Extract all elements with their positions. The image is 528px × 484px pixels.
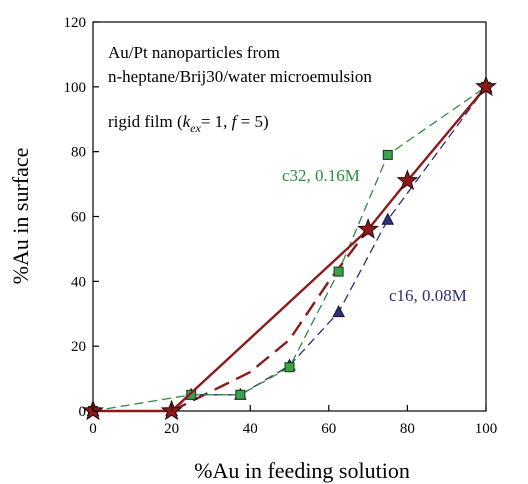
series-label-c32: c32, 0.16M bbox=[282, 166, 360, 185]
y-tick-label: 100 bbox=[64, 80, 87, 96]
data-point-square bbox=[382, 149, 393, 160]
k-value: = 1, bbox=[201, 112, 232, 131]
annotation-film-params: rigid film (kex= 1, f = 5) bbox=[108, 112, 269, 135]
y-tick-label: 120 bbox=[64, 15, 87, 31]
x-axis-title: %Au in feeding solution bbox=[194, 458, 410, 483]
y-tick-label: 20 bbox=[71, 339, 86, 355]
data-point-square bbox=[333, 266, 344, 277]
data-point-triangle bbox=[332, 305, 345, 318]
y-tick-label: 80 bbox=[71, 145, 86, 161]
y-tick-label: 40 bbox=[71, 274, 86, 290]
data-point-star bbox=[357, 218, 379, 239]
data-point-square bbox=[235, 389, 246, 400]
annotation-line-1: Au/Pt nanoparticles from bbox=[108, 43, 280, 62]
f-symbol: f bbox=[232, 112, 239, 131]
series-3 bbox=[171, 228, 370, 413]
k-subscript: ex bbox=[190, 121, 201, 135]
k-symbol: k bbox=[183, 112, 191, 131]
x-tick-label: 40 bbox=[243, 421, 258, 437]
series-layer bbox=[82, 75, 497, 421]
series-line-3 bbox=[171, 228, 370, 413]
series-line-1 bbox=[93, 86, 487, 412]
annotation-line-2: n-heptane/Brij30/water microemulsion bbox=[108, 67, 372, 86]
data-point-square bbox=[186, 389, 197, 400]
x-tick-label: 20 bbox=[164, 421, 179, 437]
y-axis-title: %Au in surface bbox=[8, 148, 33, 285]
x-tick-label: 60 bbox=[321, 421, 336, 437]
series-0 bbox=[88, 81, 491, 416]
x-tick-label: 100 bbox=[475, 421, 498, 437]
data-point-triangle bbox=[381, 212, 395, 225]
y-tick-label: 60 bbox=[71, 210, 86, 226]
x-tick-label: 80 bbox=[400, 421, 415, 437]
film-prefix: rigid film ( bbox=[108, 112, 183, 131]
y-tick-label: 0 bbox=[79, 404, 87, 420]
data-point-star bbox=[396, 169, 419, 191]
tick-layer: 0 20 40 60 80 100 0 20 40 60 80 100 120 bbox=[64, 15, 498, 437]
data-point-square bbox=[284, 362, 295, 373]
series-label-c16: c16, 0.08M bbox=[389, 286, 467, 305]
f-value: = 5) bbox=[236, 112, 268, 131]
data-point-star bbox=[475, 75, 497, 97]
x-tick-label: 0 bbox=[89, 421, 97, 437]
